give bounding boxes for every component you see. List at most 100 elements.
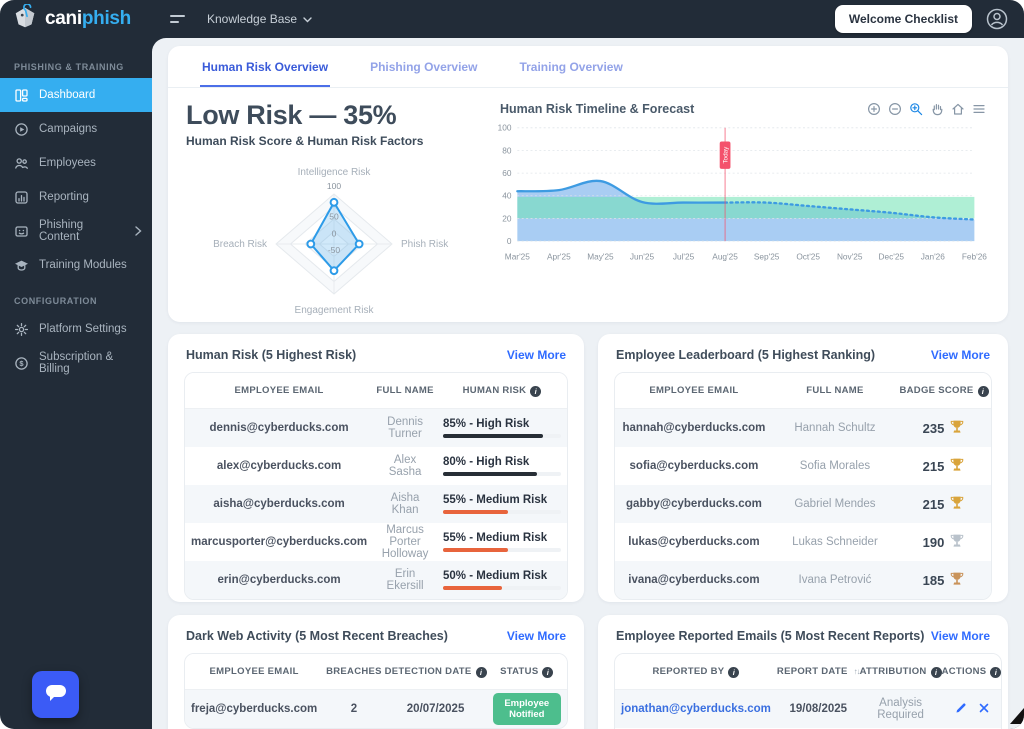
column-header: DETECTION DATE i [384, 654, 487, 690]
sort-icon[interactable]: ↑↓ [853, 667, 861, 676]
user-avatar-icon[interactable] [986, 8, 1008, 30]
filter-menu-icon[interactable] [170, 15, 185, 23]
table-row: marcusporter@cyberducks.com Marcus Porte… [185, 523, 567, 561]
risk-factors-radar-chart[interactable]: 100 50 0 -50 Intelligence Risk Phish Risk Enga… [186, 148, 482, 334]
sidebar-section-title: CONFIGURATION [14, 296, 98, 306]
timeline-chart-title: Human Risk Timeline & Forecast [500, 102, 695, 116]
svg-text:Jul'25: Jul'25 [673, 252, 695, 262]
welcome-checklist-button[interactable]: Welcome Checklist [834, 5, 972, 33]
chat-bubble-icon [44, 682, 68, 707]
view-more-link[interactable]: View More [506, 629, 566, 643]
sidebar-item-label: Reporting [39, 191, 89, 203]
column-header: ACTIONS i [941, 654, 1002, 690]
risk-timeline-chart[interactable]: 0 20 40 60 80 100 Today Mar'25 Apr'25 May'25 Jun'2… [490, 120, 990, 268]
table-row: ivana@cyberducks.com Ivana Petrović 185 [615, 561, 991, 599]
info-icon[interactable]: i [728, 666, 740, 678]
sidebar-item-phishing-content[interactable]: Phishing Content [0, 214, 152, 248]
column-header: EMPLOYEE EMAIL [185, 654, 324, 690]
svg-text:Aug'25: Aug'25 [712, 252, 738, 262]
darkweb-table: EMPLOYEE EMAIL BREACHES DETECTION DATE i STA… [184, 653, 568, 729]
attribution: Analysis Required [877, 697, 924, 721]
zoom-out-icon[interactable] [888, 102, 902, 116]
employee-email: aisha@cyberducks.com [213, 498, 345, 510]
tab-human-risk-overview[interactable]: Human Risk Overview [200, 60, 331, 87]
home-icon[interactable] [951, 102, 965, 116]
sidebar-item-employees[interactable]: Employees [0, 146, 152, 180]
sidebar-item-label: Employees [39, 157, 96, 169]
detection-date: 20/07/2025 [406, 703, 465, 715]
mouse-cursor [1008, 702, 1024, 729]
svg-text:Intelligence Risk: Intelligence Risk [298, 167, 372, 178]
chat-widget-button[interactable] [32, 671, 79, 718]
tab-bar: Human Risk Overview Phishing Overview Trai… [168, 46, 1008, 88]
phishing-content-icon [14, 224, 29, 239]
chevron-down-icon [303, 12, 312, 26]
sidebar: PHISHING & TRAINING Dashboard Campaigns … [0, 38, 152, 729]
tab-phishing-overview[interactable]: Phishing Overview [368, 60, 479, 87]
status-badge: Employee Notified [492, 693, 561, 725]
column-header: REPORTED BY i [615, 654, 777, 690]
menu-icon[interactable] [972, 102, 986, 116]
employee-name: Aisha Khan [390, 492, 420, 516]
breach-count: 2 [350, 703, 358, 715]
svg-text:40: 40 [502, 191, 512, 201]
svg-text:Nov'25: Nov'25 [837, 252, 863, 262]
brand-logo[interactable]: caniphish [0, 2, 152, 35]
info-icon[interactable]: i [990, 666, 1002, 678]
knowledge-base-menu[interactable]: Knowledge Base [207, 12, 312, 26]
table-row: freja@cyberducks.com 2 20/07/2025 Employ… [185, 690, 567, 728]
tab-training-overview[interactable]: Training Overview [517, 60, 624, 87]
training-modules-icon [14, 258, 29, 273]
table-row: sofia@cyberducks.com Sofia Morales 215 [615, 447, 991, 485]
sidebar-item-campaigns[interactable]: Campaigns [0, 112, 152, 146]
badge-score: 235 [923, 419, 966, 438]
view-more-link[interactable]: View More [930, 629, 990, 643]
risk-score: 50% - Medium Risk [443, 570, 561, 590]
card-title: Employee Reported Emails (5 Most Recent … [616, 629, 925, 643]
svg-text:-50: -50 [328, 245, 341, 255]
employee-email: lukas@cyberducks.com [628, 536, 760, 548]
svg-text:Oct'25: Oct'25 [796, 252, 820, 262]
card-title: Human Risk (5 Highest Risk) [186, 348, 357, 362]
sidebar-item-platform-settings[interactable]: Platform Settings [0, 312, 152, 346]
sidebar-item-dashboard[interactable]: Dashboard [0, 78, 152, 112]
box-zoom-icon[interactable] [909, 102, 923, 116]
risk-score: 80% - High Risk [443, 456, 561, 476]
delete-icon[interactable] [979, 703, 989, 713]
trophy-icon [949, 419, 965, 438]
column-header: REPORT DATE ↑↓ [776, 654, 861, 690]
edit-icon[interactable] [955, 702, 967, 714]
risk-headline: Low Risk — 35% [186, 100, 397, 130]
zoom-in-icon[interactable] [867, 102, 881, 116]
pan-hand-icon[interactable] [930, 102, 944, 116]
settings-icon [14, 322, 29, 337]
svg-text:0: 0 [507, 236, 512, 246]
overview-card: Human Risk Overview Phishing Overview Trai… [168, 46, 1008, 322]
info-icon[interactable]: i [977, 385, 989, 397]
report-date: 19/08/2025 [789, 703, 848, 715]
employee-email: ivana@cyberducks.com [628, 574, 760, 586]
sidebar-item-training-modules[interactable]: Training Modules [0, 248, 152, 282]
sidebar-item-subscription-billing[interactable]: $ Subscription & Billing [0, 346, 152, 380]
column-header: FULL NAME [373, 373, 437, 409]
reported-by-link[interactable]: jonathan@cyberducks.com [621, 703, 771, 715]
view-more-link[interactable]: View More [506, 348, 566, 362]
reported-emails-table: REPORTED BY i REPORT DATE ↑↓ ATTRIBUTION i ACT… [614, 653, 1003, 729]
human-risk-table: EMPLOYEE EMAIL FULL NAME HUMAN RISK i denni… [184, 372, 568, 600]
svg-text:Mar'25: Mar'25 [505, 252, 530, 262]
view-more-link[interactable]: View More [930, 348, 990, 362]
sidebar-item-label: Campaigns [39, 123, 98, 135]
info-icon[interactable]: i [930, 666, 942, 678]
employee-email: hannah@cyberducks.com [622, 422, 766, 434]
human-risk-card: Human Risk (5 Highest Risk) View More EM… [168, 334, 584, 602]
chevron-right-icon [135, 226, 142, 236]
info-icon[interactable]: i [530, 385, 542, 397]
logo-text: caniphish [45, 8, 131, 29]
sidebar-item-label: Dashboard [39, 89, 96, 101]
info-icon[interactable]: i [475, 666, 487, 678]
info-icon[interactable]: i [542, 666, 554, 678]
sidebar-item-reporting[interactable]: Reporting [0, 180, 152, 214]
svg-text:100: 100 [327, 181, 341, 191]
risk-score: 55% - Medium Risk [443, 532, 561, 552]
